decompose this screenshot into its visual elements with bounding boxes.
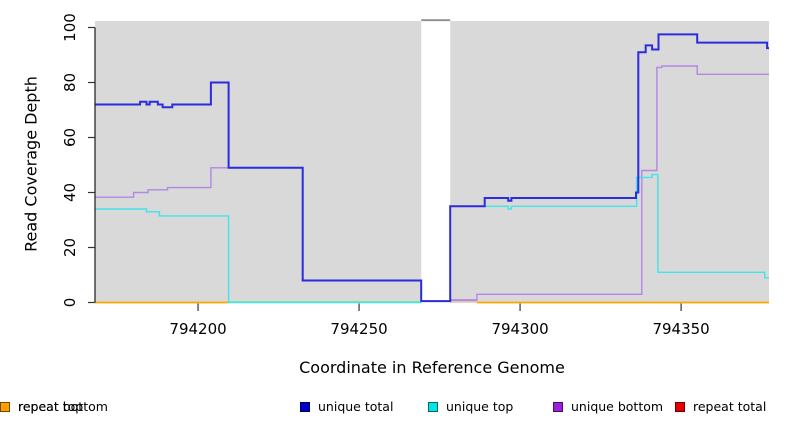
legend-swatch-unique-bottom — [553, 401, 563, 412]
legend-item-unique-top: unique top — [428, 399, 513, 414]
legend-label: unique total — [318, 399, 394, 414]
line-unique-top — [450, 173, 769, 279]
legend-item-unique-total: unique total — [300, 399, 393, 414]
legend-swatch-unique-total — [300, 401, 310, 412]
y-tick-label: 80 — [61, 73, 79, 92]
legend-label: unique bottom — [571, 399, 664, 414]
y-tick-label: 20 — [61, 238, 79, 257]
legend-item-repeat-bottom: repeat bottom — [0, 399, 108, 414]
legend-item-unique-bottom: unique bottom — [553, 399, 663, 414]
y-tick-label: 0 — [61, 298, 79, 308]
legend-item-repeat-total: repeat total — [675, 399, 766, 414]
missing-data-gap — [421, 21, 451, 303]
x-tick-label: 794350 — [652, 320, 709, 338]
legend-swatch-unique-top — [428, 401, 438, 412]
x-tick-label: 794200 — [169, 320, 226, 338]
legend-label: repeat bottom — [18, 399, 108, 414]
legend-swatch-repeat-bottom — [0, 401, 10, 412]
legend-swatch-repeat-total — [675, 401, 685, 412]
y-tick-label: 40 — [61, 183, 79, 202]
y-tick-label: 100 — [61, 13, 79, 42]
x-tick-label: 794300 — [491, 320, 548, 338]
y-axis-title: Read Coverage Depth — [21, 76, 41, 252]
y-tick-label: 60 — [61, 128, 79, 147]
legend-label: repeat top — [18, 399, 84, 414]
x-axis-title: Coordinate in Reference Genome — [299, 358, 565, 377]
x-tick-label: 794250 — [330, 320, 387, 338]
legend-label: repeat total — [693, 399, 767, 414]
legend-label: unique top — [446, 399, 514, 414]
line-unique-total — [95, 33, 769, 303]
line-unique-top — [95, 208, 422, 304]
